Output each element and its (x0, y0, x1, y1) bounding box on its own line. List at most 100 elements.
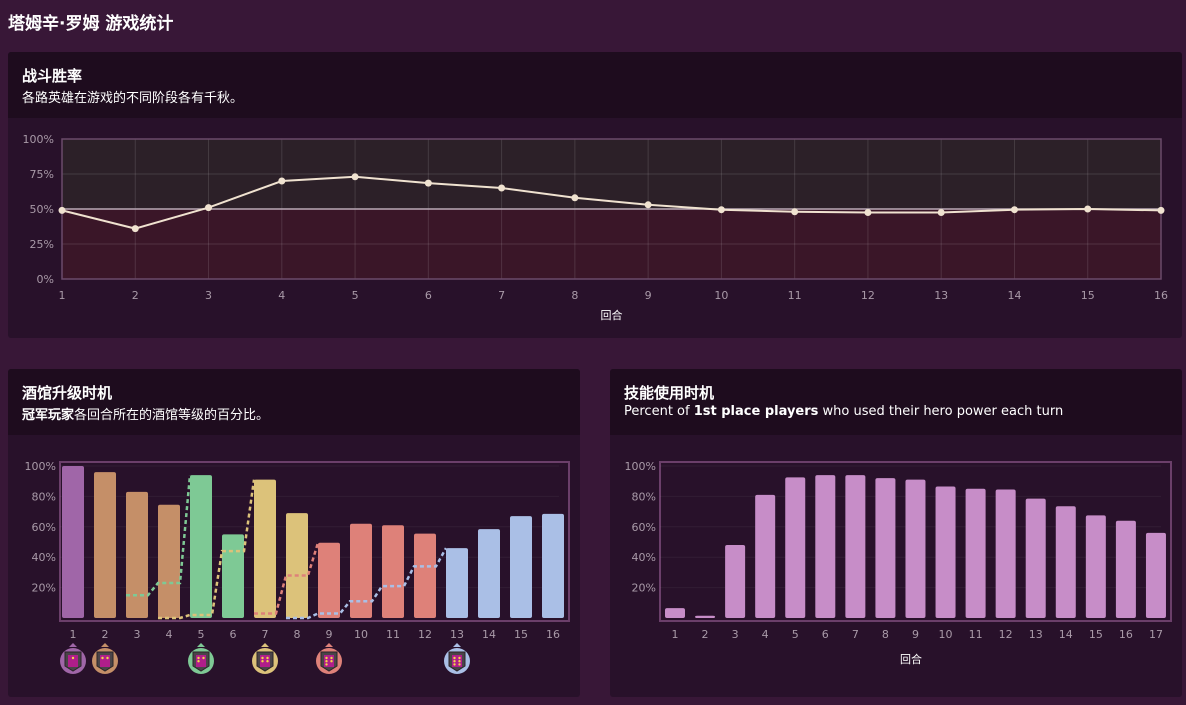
x-tick-label: 16 (546, 628, 560, 641)
x-tick-label: 14 (1007, 289, 1021, 302)
panel-subtitle: 各路英雄在游戏的不同阶段各有千秋。 (22, 91, 244, 106)
next-tier-line-tier-4 (158, 479, 256, 620)
bar-turn-17 (1145, 532, 1166, 618)
winrate-point (278, 177, 286, 185)
x-tick-label: 5 (352, 289, 359, 302)
winrate-point (571, 194, 579, 202)
x-tick-label: 11 (969, 628, 983, 641)
x-tick-label: 14 (482, 628, 496, 641)
subtitle-bold: 冠军玩家 (22, 408, 75, 423)
tavern-tier-1-icon (60, 643, 86, 674)
x-tick-label: 8 (294, 628, 301, 641)
x-tick-label: 2 (102, 628, 109, 641)
bar-turn-12 (995, 489, 1016, 618)
x-tick-label: 5 (792, 628, 799, 641)
y-tick-label: 20% (632, 582, 656, 595)
x-tick-label: 1 (672, 628, 679, 641)
y-tick-label: 60% (632, 521, 656, 534)
winrate-point (205, 204, 213, 212)
plot-frame (659, 461, 1172, 622)
x-tick-label: 4 (278, 289, 285, 302)
x-tick-label: 6 (425, 289, 432, 302)
next-tier-line-tier-5 (254, 542, 320, 615)
x-axis-label: 回合 (601, 308, 623, 322)
tavern-tier-4-icon (252, 643, 278, 674)
above-half-region (62, 139, 1161, 209)
x-tick-label: 8 (571, 289, 578, 302)
x-tick-label: 7 (852, 628, 859, 641)
x-tick-label: 9 (326, 628, 333, 641)
bar-turn-4 (755, 494, 776, 618)
x-tick-label: 15 (1081, 289, 1095, 302)
winrate-point (1084, 205, 1092, 213)
x-tick-label: 10 (354, 628, 368, 641)
x-tick-label: 2 (132, 289, 139, 302)
bar-turn-3 (725, 545, 746, 618)
winrate-point (717, 206, 725, 214)
y-tick-label: 100% (625, 460, 656, 473)
tavern-tier-5-icon (316, 643, 342, 674)
x-tick-label: 16 (1154, 289, 1168, 302)
bar-turn-9 (318, 542, 340, 618)
heropower-panel: 技能使用时机 Percent of 1st place players who … (610, 369, 1182, 697)
y-tick-label: 60% (32, 521, 56, 534)
below-half-region (62, 209, 1161, 279)
x-tick-label: 2 (702, 628, 709, 641)
panel-header: 战斗胜率 各路英雄在游戏的不同阶段各有千秋。 (8, 52, 1182, 118)
winrate-point (791, 208, 799, 216)
winrate-point (58, 206, 66, 214)
subtitle-pre: Percent of (624, 404, 694, 419)
y-tick-label: 20% (32, 582, 56, 595)
winrate-point (498, 184, 506, 192)
y-tick-label: 0% (37, 273, 54, 286)
bar-turn-3 (126, 491, 148, 618)
bar-turn-6 (222, 534, 244, 618)
panel-title: 酒馆升级时机 (22, 384, 113, 402)
x-tick-label: 11 (788, 289, 802, 302)
plot-frame (59, 461, 570, 622)
bar-turn-16 (542, 513, 564, 618)
next-tier-line-tier-6 (286, 547, 448, 620)
y-tick-label: 50% (30, 203, 54, 216)
bar-turn-1 (665, 608, 685, 618)
page-title: 塔姆辛·罗姆 游戏统计 (8, 14, 174, 34)
x-tick-label: 3 (205, 289, 212, 302)
winrate-point (864, 209, 872, 216)
x-tick-label: 12 (418, 628, 432, 641)
y-tick-label: 75% (30, 168, 54, 181)
x-tick-label: 6 (230, 628, 237, 641)
y-tick-label: 40% (32, 551, 56, 564)
bar-turn-15 (510, 516, 532, 618)
x-tick-label: 5 (198, 628, 205, 641)
x-tick-label: 11 (386, 628, 400, 641)
x-tick-label: 10 (714, 289, 728, 302)
x-tick-label: 17 (1149, 628, 1163, 641)
winrate-panel: 战斗胜率 各路英雄在游戏的不同阶段各有千秋。 0% 25% 50% 75% 100% 1 2… (8, 52, 1182, 338)
bar-turn-7 (254, 479, 276, 618)
y-tick-label: 100% (23, 133, 54, 146)
bar-turn-5 (190, 475, 212, 618)
bar-turn-2 (695, 615, 716, 618)
panel-subtitle: 冠军玩家各回合所在的酒馆等级的百分比。 (22, 404, 269, 423)
x-tick-label: 13 (934, 289, 948, 302)
bar-turn-14 (1055, 506, 1076, 618)
x-tick-label: 10 (939, 628, 953, 641)
bar-turn-8 (286, 513, 308, 618)
subtitle-rest: 各回合所在的酒馆等级的百分比。 (74, 408, 270, 423)
x-tick-label: 6 (822, 628, 829, 641)
y-tick-label: 100% (25, 460, 56, 473)
tavern-tier-6-icon (444, 643, 470, 674)
winrate-point (1157, 206, 1165, 214)
x-axis-label: 回合 (900, 652, 922, 666)
x-tick-label: 4 (762, 628, 769, 641)
x-tick-label: 8 (882, 628, 889, 641)
winrate-point (424, 179, 432, 187)
panel-title: 战斗胜率 (22, 67, 83, 85)
winrate-line (61, 175, 1162, 230)
bar-turn-4 (158, 504, 180, 618)
panel-title: 技能使用时机 (624, 384, 715, 402)
tavern-chart: 20%40%60%80%100%1 2 3 4 5 6 7 8 9 10 11 12 13 14 15 16 (25, 460, 570, 674)
subtitle-bold: 1st place players (693, 404, 819, 419)
panel-header: 酒馆升级时机 冠军玩家各回合所在的酒馆等级的百分比。 (8, 369, 580, 435)
x-tick-label: 1 (70, 628, 77, 641)
